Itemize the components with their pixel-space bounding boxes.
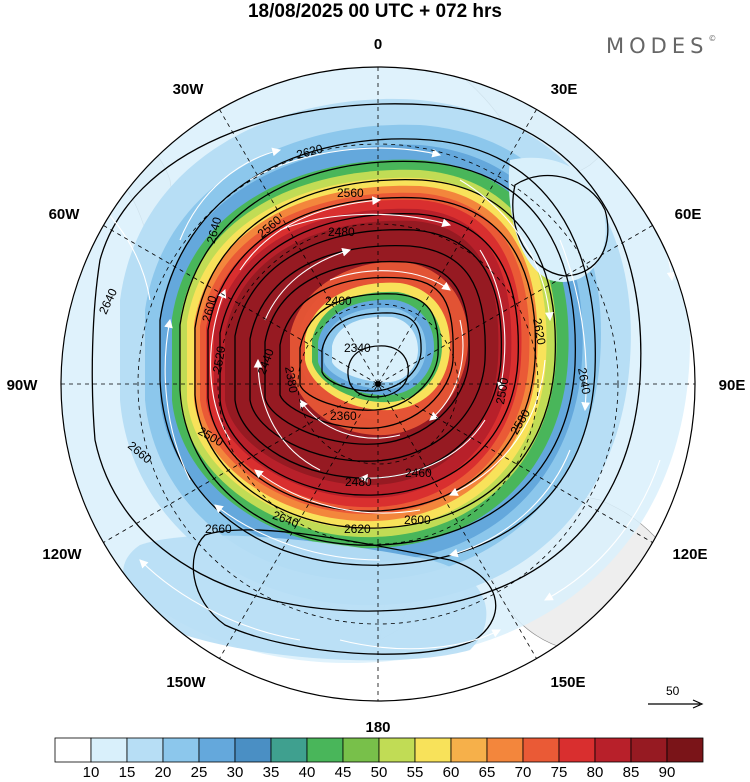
colorbar-tick-label: 50	[370, 764, 388, 781]
colorbar-tick-label: 60	[442, 764, 460, 781]
contour-label: 2520	[210, 345, 228, 374]
colorbar-tick-label: 35	[262, 764, 280, 781]
wind-reference-vector	[648, 699, 704, 709]
colorbar-swatch	[54, 737, 92, 763]
brand-name: MODES	[606, 34, 709, 58]
colorbar-tick-label: 90	[658, 764, 676, 781]
lon-label-30w: 30W	[173, 81, 205, 98]
colorbar-swatch	[126, 737, 164, 763]
colorbar-swatch	[342, 737, 380, 763]
lon-label-150e: 150E	[550, 674, 585, 691]
contour-label: 2660	[205, 522, 232, 536]
colorbar-tick-label: 80	[586, 764, 604, 781]
south-pole-marker	[375, 381, 381, 387]
lon-label-30e: 30E	[551, 81, 578, 98]
colorbar-swatch	[378, 737, 416, 763]
colorbar-swatch	[234, 737, 272, 763]
lon-label-0: 0	[374, 36, 382, 53]
colorbar-swatch	[522, 737, 560, 763]
lon-label-120w: 120W	[42, 546, 82, 563]
colorbar-tick-label: 30	[226, 764, 244, 781]
colorbar-swatch	[90, 737, 128, 763]
colorbar-tick-label: 45	[334, 764, 352, 781]
colorbar-tick-label: 75	[550, 764, 568, 781]
colorbar-ticks: 10 15 20 25 30 35 40 45 50 55 60 65 70 75 80 85 90	[54, 764, 702, 782]
colorbar-tick-label: 85	[622, 764, 640, 781]
lon-label-120e: 120E	[672, 546, 707, 563]
lon-label-90e: 90E	[719, 377, 746, 394]
colorbar-swatch	[630, 737, 668, 763]
contour-label: 2600	[404, 513, 431, 527]
contour-label: 2620	[344, 522, 371, 536]
colorbar-tick-label: 25	[190, 764, 208, 781]
height-contours	[91, 103, 642, 655]
contour-label: 2380	[282, 365, 300, 394]
colorbar-swatch	[414, 737, 452, 763]
colorbar-tick-label: 70	[514, 764, 532, 781]
colorbar-swatch	[198, 737, 236, 763]
copyright-mark: ©	[708, 34, 717, 43]
contour-label: 2640	[204, 215, 225, 245]
colorbar-tick-label: 15	[118, 764, 136, 781]
lon-label-60w: 60W	[49, 206, 81, 223]
contour-label: 2460	[405, 466, 432, 480]
brand-logo: MODES©	[606, 34, 716, 58]
colorbar-tick-label: 40	[298, 764, 316, 781]
contour-label: 2600	[199, 294, 220, 324]
colorbar-swatch	[486, 737, 524, 763]
colorbar-swatch	[558, 737, 596, 763]
contour-label: 2480	[345, 475, 372, 489]
map-boundary	[60, 66, 696, 702]
lon-label-180: 180	[365, 719, 390, 736]
lon-label-90w: 90W	[7, 377, 39, 394]
lon-label-60e: 60E	[675, 206, 702, 223]
contour-label: 2620	[530, 317, 548, 346]
colorbar-swatch	[162, 737, 200, 763]
contour-label: 2640	[575, 367, 593, 396]
wind-reference-label: 50	[666, 684, 680, 698]
colorbar-swatch	[666, 737, 704, 763]
colorbar-swatch	[450, 737, 488, 763]
map-title: 18/08/2025 00 UTC + 072 hrs	[247, 1, 503, 22]
longitude-labels: 0 30E 60E 90E 120E 150E 180 150W 120W 90…	[7, 36, 746, 736]
colorbar-swatch	[270, 737, 308, 763]
contour-label: 2500	[493, 376, 511, 405]
contour-label: 2340	[344, 341, 371, 355]
contour-label: 2360	[330, 409, 357, 423]
contour-label: 2400	[325, 294, 352, 308]
graticule	[61, 67, 695, 701]
colorbar-tick-label: 20	[154, 764, 172, 781]
lon-label-150w: 150W	[166, 674, 206, 691]
contour-label: 2560	[337, 186, 364, 200]
wind-streamlines	[69, 129, 676, 650]
colorbar-tick-label: 10	[82, 764, 100, 781]
colorbar-swatch	[594, 737, 632, 763]
colorbar-tick-label: 55	[406, 764, 424, 781]
colorbar-swatch	[306, 737, 344, 763]
colorbar-tick-label: 65	[478, 764, 496, 781]
contour-label: 2620	[295, 141, 325, 162]
colorbar	[54, 737, 704, 763]
contour-label: 2480	[328, 225, 355, 239]
